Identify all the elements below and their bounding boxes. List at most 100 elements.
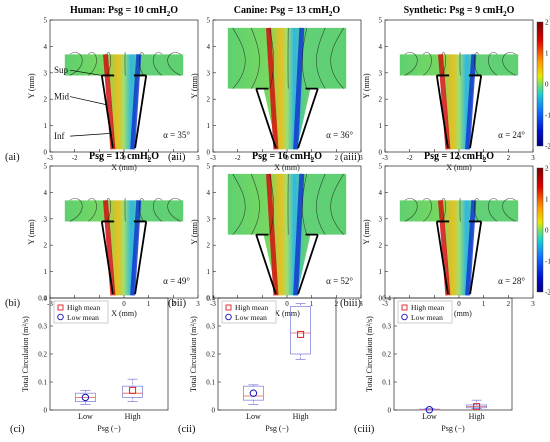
y-tick-label: 0.4 — [382, 295, 391, 303]
high-mean-marker — [130, 387, 136, 393]
y-axis-label: Total Circulation (m²/s) — [189, 316, 198, 392]
x-tick-label: 2 — [335, 300, 339, 308]
x-axis-label: X (mm) — [111, 163, 137, 172]
x-tick-label: 2 — [335, 154, 339, 162]
panel-label: (ciii) — [354, 424, 375, 435]
x-tick-label: 1 — [482, 300, 486, 308]
x-tick-label: 3 — [196, 154, 200, 162]
legend-high-label: High mean — [411, 303, 444, 312]
y-tick-label: 4 — [44, 43, 48, 51]
legend-high-label: High mean — [67, 303, 100, 312]
y-tick-label: 0.3 — [206, 323, 215, 331]
colorbar — [537, 168, 543, 292]
y-axis-label: Y (mm) — [362, 219, 371, 245]
x-tick-label-high: High — [125, 412, 141, 421]
alpha-annotation: α = 24° — [498, 130, 525, 140]
x-tick-label: 2 — [507, 154, 511, 162]
y-tick-label: 0 — [212, 407, 216, 415]
colorbar-tick-label: 1 — [545, 196, 549, 204]
panel-label: (biii) — [340, 298, 361, 309]
y-tick-label: 2 — [44, 96, 48, 104]
level-label-inf: Inf — [54, 131, 65, 141]
x-tick-label-high: High — [469, 412, 485, 421]
alpha-annotation: α = 36° — [326, 130, 353, 140]
panel-label: (aii) — [168, 152, 186, 163]
x-axis-label: Psg (−) — [265, 424, 289, 433]
y-tick-label: 1 — [44, 122, 48, 130]
panel-label: (bii) — [168, 298, 187, 309]
y-axis-label: Y (mm) — [362, 73, 371, 99]
panel-label: (ai) — [5, 152, 20, 163]
y-tick-label: 5 — [379, 163, 383, 171]
panel-title: Synthetic: Psg = 9 cmH2O — [404, 5, 515, 18]
y-tick-label: 0.4 — [38, 295, 47, 303]
panel-label: (cii) — [178, 424, 196, 435]
y-tick-label: 1 — [379, 122, 383, 130]
x-tick-label: 0 — [122, 300, 126, 308]
y-tick-label: 0 — [207, 149, 211, 157]
y-tick-label: 3 — [207, 69, 211, 77]
colorbar-tick-label: -1 — [545, 112, 550, 120]
box — [243, 386, 263, 400]
x-tick-label: -3 — [382, 154, 388, 162]
x-tick-label: 3 — [531, 300, 535, 308]
y-axis-label: Y (mm) — [190, 219, 199, 245]
x-axis-label: X (mm) — [446, 163, 472, 172]
x-tick-label: -2 — [407, 154, 413, 162]
colorbar-tick-label: 1 — [545, 50, 549, 58]
y-tick-label: 0.4 — [206, 295, 215, 303]
panel-title: Canine: Psg = 13 cmH2O — [234, 5, 341, 18]
y-tick-label: 5 — [44, 163, 48, 171]
y-tick-label: 2 — [207, 96, 211, 104]
y-tick-label: 0.2 — [206, 351, 215, 359]
y-tick-label: 4 — [44, 189, 48, 197]
x-tick-label-low: Low — [78, 412, 93, 421]
low-mean-marker — [250, 390, 256, 396]
y-axis-label: Total Circulation (m²/s) — [21, 316, 30, 392]
x-tick-label: 2 — [507, 300, 511, 308]
x-axis-label: X (mm) — [111, 309, 137, 318]
x-axis-label: X (mm) — [274, 163, 300, 172]
level-label-mid: Mid — [54, 92, 70, 102]
x-axis-label: X (mm) — [274, 309, 300, 318]
x-tick-label: 1 — [147, 300, 151, 308]
legend-low-label: Low mean — [235, 313, 267, 322]
y-tick-label: 1 — [44, 268, 48, 276]
colorbar-tick-label: 0 — [545, 81, 549, 89]
legend-low-label: Low mean — [411, 313, 443, 322]
colorbar-tick-label: -2 — [545, 143, 550, 151]
colorbar-tick-label: -1 — [545, 258, 550, 266]
y-tick-label: 5 — [44, 17, 48, 25]
alpha-annotation: α = 49° — [163, 276, 190, 286]
panel-label: (bi) — [5, 298, 21, 309]
colorbar-tick-label: 0 — [545, 227, 549, 235]
y-tick-label: 1 — [379, 268, 383, 276]
y-tick-label: 0.1 — [206, 379, 215, 387]
x-tick-label-low: Low — [246, 412, 261, 421]
colorbar-tick-label: -2 — [545, 289, 550, 297]
y-tick-label: 5 — [207, 163, 211, 171]
y-tick-label: 5 — [207, 17, 211, 25]
y-tick-label: 2 — [379, 96, 383, 104]
y-tick-label: 3 — [44, 69, 48, 77]
y-tick-label: 3 — [379, 69, 383, 77]
alpha-annotation: α = 35° — [163, 130, 190, 140]
y-tick-label: 4 — [379, 43, 383, 51]
y-tick-label: 3 — [44, 215, 48, 223]
y-tick-label: 4 — [379, 189, 383, 197]
x-tick-label: -2 — [72, 154, 78, 162]
x-tick-label: 0 — [457, 300, 461, 308]
y-tick-label: 2 — [207, 242, 211, 250]
x-axis-label: Psg (−) — [441, 424, 465, 433]
x-tick-label: 0 — [285, 300, 289, 308]
x-axis-label: Psg (−) — [97, 424, 121, 433]
legend-high-label: High mean — [235, 303, 268, 312]
y-tick-label: 0.1 — [382, 379, 391, 387]
